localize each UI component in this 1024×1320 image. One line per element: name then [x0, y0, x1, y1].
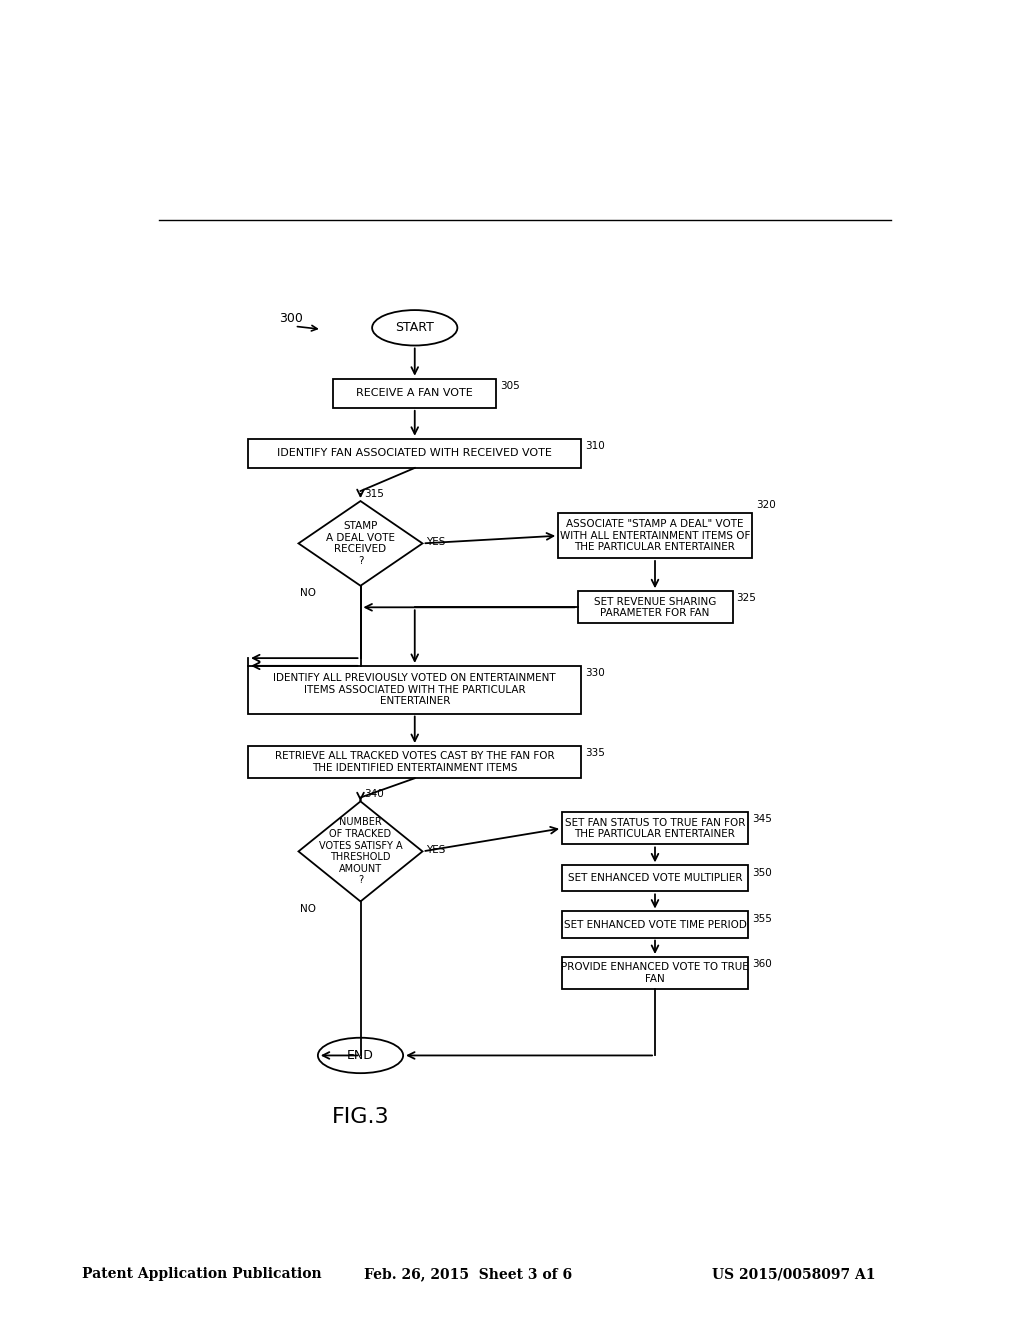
FancyBboxPatch shape: [562, 812, 748, 845]
Polygon shape: [299, 801, 423, 902]
Text: START: START: [395, 321, 434, 334]
FancyBboxPatch shape: [562, 911, 748, 937]
FancyBboxPatch shape: [558, 513, 752, 558]
FancyBboxPatch shape: [248, 746, 582, 779]
Text: IDENTIFY ALL PREVIOUSLY VOTED ON ENTERTAINMENT
ITEMS ASSOCIATED WITH THE PARTICU: IDENTIFY ALL PREVIOUSLY VOTED ON ENTERTA…: [273, 673, 556, 706]
FancyBboxPatch shape: [578, 591, 732, 623]
Text: 340: 340: [365, 789, 384, 799]
FancyBboxPatch shape: [334, 379, 496, 408]
Text: 325: 325: [736, 594, 757, 603]
Text: SET FAN STATUS TO TRUE FAN FOR
THE PARTICULAR ENTERTAINER: SET FAN STATUS TO TRUE FAN FOR THE PARTI…: [565, 817, 745, 840]
Text: FIG.3: FIG.3: [332, 1107, 389, 1127]
FancyBboxPatch shape: [248, 438, 582, 469]
Text: YES: YES: [426, 537, 445, 548]
Text: STAMP
A DEAL VOTE
RECEIVED
?: STAMP A DEAL VOTE RECEIVED ?: [326, 521, 395, 566]
Text: NUMBER
OF TRACKED
VOTES SATISFY A
THRESHOLD
AMOUNT
?: NUMBER OF TRACKED VOTES SATISFY A THRESH…: [318, 817, 402, 886]
Text: 335: 335: [586, 748, 605, 758]
Text: 330: 330: [586, 668, 605, 678]
Text: RETRIEVE ALL TRACKED VOTES CAST BY THE FAN FOR
THE IDENTIFIED ENTERTAINMENT ITEM: RETRIEVE ALL TRACKED VOTES CAST BY THE F…: [274, 751, 555, 774]
Text: NO: NO: [300, 589, 316, 598]
Text: 360: 360: [752, 960, 772, 969]
Text: ASSOCIATE "STAMP A DEAL" VOTE
WITH ALL ENTERTAINMENT ITEMS OF
THE PARTICULAR ENT: ASSOCIATE "STAMP A DEAL" VOTE WITH ALL E…: [560, 519, 751, 552]
Text: Feb. 26, 2015  Sheet 3 of 6: Feb. 26, 2015 Sheet 3 of 6: [364, 1267, 571, 1282]
Text: 310: 310: [586, 441, 605, 451]
Text: 315: 315: [365, 488, 384, 499]
Text: 350: 350: [752, 867, 772, 878]
Text: NO: NO: [300, 904, 316, 913]
Text: US 2015/0058097 A1: US 2015/0058097 A1: [712, 1267, 876, 1282]
Text: 300: 300: [280, 312, 303, 325]
Text: SET ENHANCED VOTE TIME PERIOD: SET ENHANCED VOTE TIME PERIOD: [563, 920, 746, 929]
Text: 305: 305: [500, 381, 520, 391]
Polygon shape: [299, 502, 423, 586]
Text: END: END: [347, 1049, 374, 1063]
Text: 345: 345: [752, 814, 772, 825]
Text: PROVIDE ENHANCED VOTE TO TRUE
FAN: PROVIDE ENHANCED VOTE TO TRUE FAN: [561, 962, 749, 983]
Text: RECEIVE A FAN VOTE: RECEIVE A FAN VOTE: [356, 388, 473, 399]
Ellipse shape: [372, 310, 458, 346]
FancyBboxPatch shape: [562, 866, 748, 891]
Text: IDENTIFY FAN ASSOCIATED WITH RECEIVED VOTE: IDENTIFY FAN ASSOCIATED WITH RECEIVED VO…: [278, 449, 552, 458]
FancyBboxPatch shape: [562, 957, 748, 989]
Text: YES: YES: [426, 845, 445, 855]
Text: 355: 355: [752, 913, 772, 924]
Ellipse shape: [317, 1038, 403, 1073]
Text: 320: 320: [756, 499, 775, 510]
Text: SET ENHANCED VOTE MULTIPLIER: SET ENHANCED VOTE MULTIPLIER: [567, 874, 742, 883]
Text: SET REVENUE SHARING
PARAMETER FOR FAN: SET REVENUE SHARING PARAMETER FOR FAN: [594, 597, 716, 618]
Text: Patent Application Publication: Patent Application Publication: [82, 1267, 322, 1282]
FancyBboxPatch shape: [248, 665, 582, 714]
